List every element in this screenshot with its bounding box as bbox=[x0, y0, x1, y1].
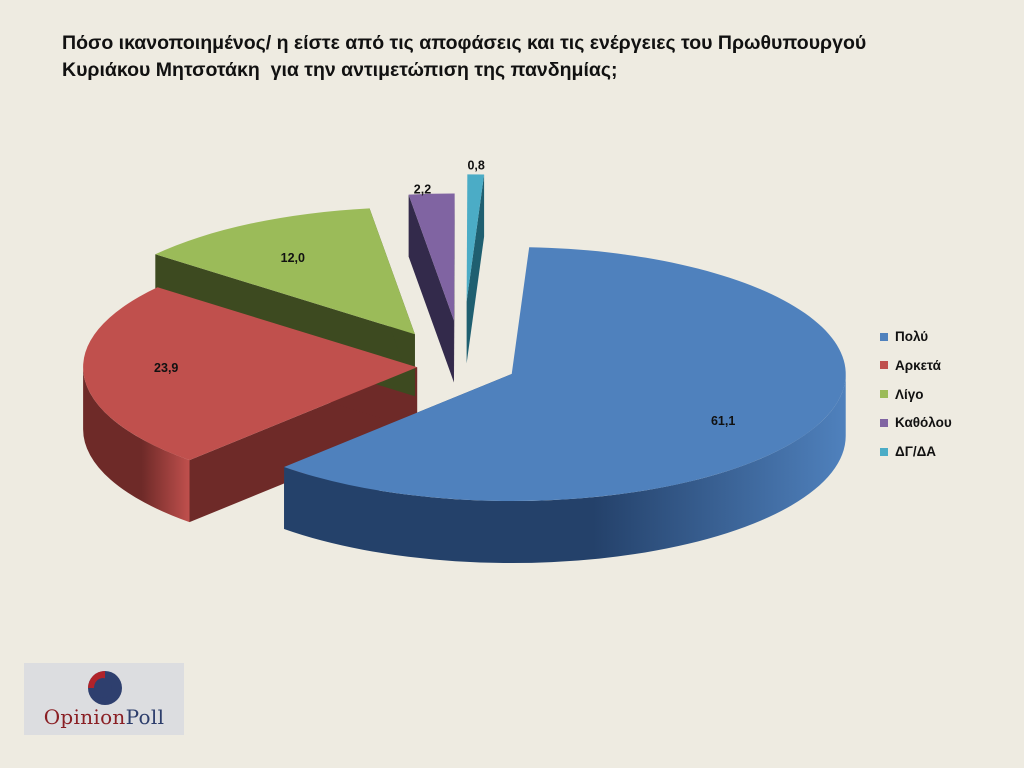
data-label-1: 23,9 bbox=[154, 361, 178, 375]
chart-title-line-1: Πόσο ικανοποιημένος/ η είστε από τις απο… bbox=[62, 32, 867, 54]
chart-title-line-2: Κυριάκου Μητσοτάκη για την αντιμετώπιση … bbox=[62, 59, 618, 81]
slice-rim-0 bbox=[284, 374, 846, 564]
data-label-2: 12,0 bbox=[281, 251, 305, 265]
data-label-3: 2,2 bbox=[414, 183, 431, 197]
data-label-0: 61,1 bbox=[711, 414, 735, 428]
legend-label-4: ΔΓ/ΔΑ bbox=[895, 444, 937, 460]
legend-swatch-0 bbox=[880, 332, 888, 341]
logo-text-poll: Poll bbox=[125, 705, 165, 729]
legend-item-1: Αρκετά bbox=[880, 356, 952, 375]
logo-wordmark: OpinionPoll bbox=[24, 705, 184, 729]
pie-slice-0 bbox=[284, 247, 846, 502]
logo-circle-icon bbox=[88, 671, 122, 705]
legend-item-4: ΔΓ/ΔΑ bbox=[880, 442, 952, 461]
pie-top-faces bbox=[83, 174, 846, 502]
chart-title: Πόσο ικανοποιημένος/ η είστε από τις απο… bbox=[62, 30, 962, 84]
opinion-poll-logo: OpinionPoll bbox=[24, 663, 184, 735]
legend-swatch-4 bbox=[880, 447, 888, 456]
legend-label-1: Αρκετά bbox=[895, 357, 941, 373]
slice-wall-3-end bbox=[453, 193, 455, 383]
legend-swatch-1 bbox=[880, 361, 888, 370]
legend-label-2: Λίγο bbox=[895, 386, 924, 402]
pie-data-labels: 61,1 23,9 12,0 2,2 0,8 bbox=[154, 158, 735, 428]
legend-swatch-3 bbox=[880, 418, 888, 427]
slice-wall-3-start bbox=[408, 194, 454, 383]
legend-label-3: Καθόλου bbox=[895, 415, 952, 431]
data-label-4: 0,8 bbox=[467, 158, 484, 172]
slice-wall-4-end bbox=[466, 174, 485, 364]
legend-item-3: Καθόλου bbox=[880, 413, 952, 432]
chart-legend: Πολύ Αρκετά Λίγο Καθόλου ΔΓ/ΔΑ bbox=[880, 327, 952, 471]
legend-swatch-2 bbox=[880, 390, 888, 399]
logo-text-opinion: Opinion bbox=[43, 705, 126, 729]
legend-item-0: Πολύ bbox=[880, 327, 952, 346]
pie-slice-1 bbox=[83, 287, 418, 461]
pie-slice-3 bbox=[408, 193, 455, 321]
pie-slice-2 bbox=[155, 208, 415, 335]
slice-rim-1 bbox=[83, 367, 190, 523]
legend-item-2: Λίγο bbox=[880, 385, 952, 404]
legend-label-0: Πολύ bbox=[895, 329, 929, 344]
pie-slice-4 bbox=[466, 174, 485, 302]
